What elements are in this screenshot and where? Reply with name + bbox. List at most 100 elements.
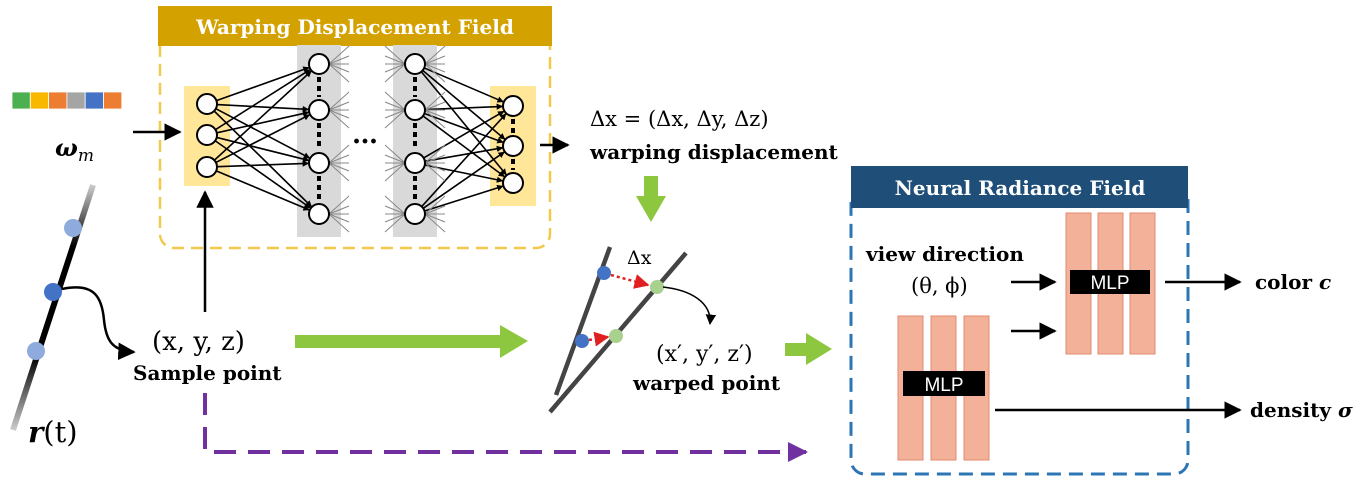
inset-point-blue-top <box>597 266 611 280</box>
network-node <box>308 99 330 121</box>
network-edge <box>216 66 310 102</box>
network-fade-edge <box>424 63 446 83</box>
network-edge <box>422 151 506 209</box>
network-fade-edge <box>384 195 406 215</box>
warped-label: warped point <box>632 371 781 395</box>
nerf-panel-title: Neural Radiance Field <box>895 176 1146 200</box>
network-fade-edge <box>328 109 350 129</box>
network-edge <box>216 103 310 113</box>
network-edge <box>216 110 310 134</box>
latent-cell <box>11 91 31 110</box>
network-edge <box>213 70 313 161</box>
network-fade-edge <box>384 63 406 73</box>
network-node <box>196 156 218 178</box>
sample-label: Sample point <box>133 361 282 385</box>
network-edge <box>424 145 504 163</box>
inset-curve-arrow <box>662 286 717 326</box>
network-fade-edge <box>424 101 446 111</box>
network-edge <box>423 110 505 159</box>
inset-delta-label: Δx <box>627 247 652 269</box>
green-down-arrow <box>636 176 666 222</box>
network-edge <box>422 69 506 141</box>
network-edge <box>424 112 504 144</box>
displacement-formula: Δx = (Δx, Δy, Δz) <box>590 107 769 131</box>
mlp-top-label: MLP <box>1090 273 1129 294</box>
network-fade-edge <box>328 91 350 111</box>
view-direction-label: view direction <box>865 242 1024 266</box>
green-right-arrow <box>295 325 528 358</box>
network-edge <box>422 115 506 178</box>
latent-label: ωm <box>55 133 94 166</box>
network-fade-edge <box>384 154 406 164</box>
mlp-top <box>1065 212 1156 355</box>
network-fade-edge <box>384 213 406 223</box>
network-fade-edge <box>424 154 446 164</box>
network-fade-edge <box>384 55 406 65</box>
network-fade-edge <box>328 162 350 172</box>
network-fade-edge <box>384 162 406 182</box>
latent-cell <box>103 91 123 110</box>
network-node <box>196 124 218 146</box>
warp-panel-title-bg <box>158 6 552 46</box>
ray-sample-upper <box>64 219 82 237</box>
network-fade-edge <box>328 109 350 119</box>
network-fade-edge <box>424 109 446 129</box>
inset-point-blue-bottom <box>575 334 589 348</box>
network-node <box>308 152 330 174</box>
network-fade-edge <box>384 205 406 215</box>
network-edge <box>213 110 313 208</box>
inset-point-green-bottom <box>609 329 623 343</box>
network-edge <box>215 170 311 211</box>
latent-cell <box>48 91 68 110</box>
network-fade-edge <box>384 144 406 164</box>
latent-code <box>11 91 123 110</box>
warped-coords: (x′, y′, z′) <box>656 342 753 367</box>
density-output-label: density σ <box>1250 398 1353 422</box>
ray-sample-lower <box>27 342 45 360</box>
network-fade-edge <box>328 213 350 223</box>
network-edge <box>214 140 312 209</box>
network-fade-edge <box>328 63 350 73</box>
inset-displacement-bottom <box>588 331 610 347</box>
mlp-bottom <box>897 315 990 461</box>
network-fade-edge <box>384 213 406 233</box>
network-fade-edge <box>424 195 446 215</box>
network-edge <box>424 184 504 212</box>
network-fade-edge <box>424 162 446 172</box>
network-node <box>404 99 426 121</box>
inset-displacement-top <box>610 273 650 289</box>
network-fade-edge <box>424 213 446 223</box>
network-edge <box>424 103 504 111</box>
ray-to-sample-arrow <box>61 286 136 361</box>
network-nodes <box>196 53 524 225</box>
network-fade-edge <box>424 63 446 73</box>
nerf-panel-title-bg <box>851 166 1188 208</box>
network-fade-edge <box>328 101 350 111</box>
network-edge <box>215 107 311 160</box>
network-fade-edge <box>424 91 446 111</box>
latent-cell <box>66 91 86 110</box>
green-to-nerf-arrow <box>785 333 832 365</box>
network-node <box>502 172 524 194</box>
network-fade-edge <box>424 213 446 233</box>
network-fade-edge <box>328 55 350 65</box>
mlp-bottom-label: MLP <box>924 375 963 396</box>
network-fade-edge <box>424 162 446 182</box>
network-edge <box>215 113 311 164</box>
network-edge <box>216 160 310 168</box>
network-node <box>196 93 218 115</box>
network-fade-edge <box>384 109 406 129</box>
network-node <box>502 95 524 117</box>
network-fade-edge <box>384 101 406 111</box>
network-fade-edge <box>424 55 446 65</box>
network-node <box>404 203 426 225</box>
network-fade-edge <box>328 205 350 215</box>
network-node <box>308 53 330 75</box>
warp-inset <box>548 246 717 414</box>
ray-label: r(t) <box>28 415 78 449</box>
network-fade-edge <box>384 45 406 65</box>
network-node <box>404 53 426 75</box>
network-fade-edge <box>328 45 350 65</box>
